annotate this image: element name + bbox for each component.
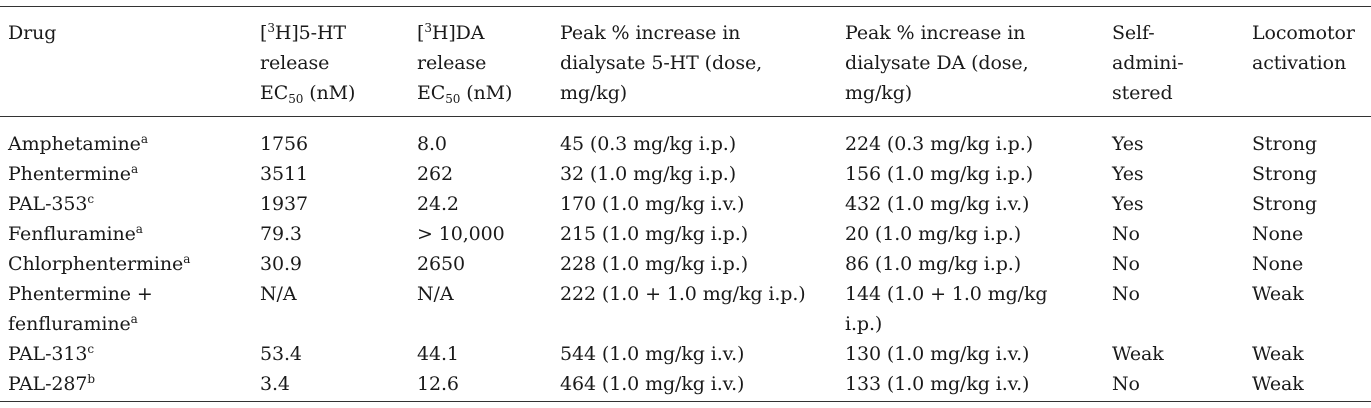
row-amphetamine-peak5ht: 45 (0.3 mg/kg i.p.) xyxy=(560,133,737,155)
row-amphetamine-loco: Strong xyxy=(1252,133,1317,155)
row-fenfluramine-5ht: 79.3 xyxy=(260,223,302,245)
row-combo-peakda: 144 (1.0 + 1.0 mg/kg i.p.) xyxy=(845,283,1048,335)
header-self-administered: Self- admini- stered xyxy=(1112,22,1184,104)
row-combo-peak5ht: 222 (1.0 + 1.0 mg/kg i.p.) xyxy=(560,283,806,305)
row-phentermine-5ht: 3511 xyxy=(260,163,308,185)
row-pal313-loco: Weak xyxy=(1252,343,1304,365)
row-pal287-5ht: 3.4 xyxy=(260,373,290,395)
row-fenfluramine-loco: None xyxy=(1252,223,1304,245)
row-fenfluramine-da: > 10,000 xyxy=(417,223,505,245)
row-pal353-drug: PAL-353c xyxy=(8,192,94,215)
header-drug: Drug xyxy=(8,22,57,44)
row-phentermine-peak5ht: 32 (1.0 mg/kg i.p.) xyxy=(560,163,737,185)
row-amphetamine-self: Yes xyxy=(1112,133,1144,155)
header-5ht-release: [3H]5-HT release EC50 (nM) xyxy=(260,21,356,106)
row-pal287-drug: PAL-287b xyxy=(8,372,95,395)
row-fenfluramine-drug: Fenfluraminea xyxy=(8,222,143,245)
row-pal353-self: Yes xyxy=(1112,193,1144,215)
row-pal313-drug: PAL-313c xyxy=(8,342,94,365)
row-pal353-peak5ht: 170 (1.0 mg/kg i.v.) xyxy=(560,193,745,215)
row-pal353-da: 24.2 xyxy=(417,193,459,215)
row-phentermine-self: Yes xyxy=(1112,163,1144,185)
row-combo-da: N/A xyxy=(417,283,454,305)
row-pal353-5ht: 1937 xyxy=(260,193,308,215)
bottom-rule xyxy=(0,401,1371,402)
row-phentermine-loco: Strong xyxy=(1252,163,1317,185)
row-pal313-da: 44.1 xyxy=(417,343,459,365)
header-rule xyxy=(0,116,1371,117)
row-combo-self: No xyxy=(1112,283,1140,305)
row-amphetamine-peakda: 224 (0.3 mg/kg i.p.) xyxy=(845,133,1034,155)
header-peak-5ht: Peak % increase in dialysate 5-HT (dose,… xyxy=(560,22,763,104)
row-phentermine-da: 262 xyxy=(417,163,453,185)
row-pal313-5ht: 53.4 xyxy=(260,343,302,365)
header-locomotor: Locomotor activation xyxy=(1252,22,1355,74)
row-chlorphentermine-peak5ht: 228 (1.0 mg/kg i.p.) xyxy=(560,253,749,275)
row-amphetamine-drug: Amphetaminea xyxy=(8,132,148,155)
row-amphetamine-5ht: 1756 xyxy=(260,133,308,155)
row-chlorphentermine-da: 2650 xyxy=(417,253,465,275)
row-amphetamine-da: 8.0 xyxy=(417,133,447,155)
header-da-release: [3H]DA release EC50 (nM) xyxy=(417,21,513,106)
row-chlorphentermine-peakda: 86 (1.0 mg/kg i.p.) xyxy=(845,253,1022,275)
header-peak-da: Peak % increase in dialysate DA (dose, m… xyxy=(845,22,1029,104)
row-fenfluramine-self: No xyxy=(1112,223,1140,245)
row-chlorphentermine-loco: None xyxy=(1252,253,1304,275)
row-fenfluramine-peakda: 20 (1.0 mg/kg i.p.) xyxy=(845,223,1022,245)
top-rule xyxy=(0,6,1371,7)
row-pal353-loco: Strong xyxy=(1252,193,1317,215)
row-pal287-self: No xyxy=(1112,373,1140,395)
row-pal287-loco: Weak xyxy=(1252,373,1304,395)
row-combo-drug: Phentermine + fenfluraminea xyxy=(8,283,153,335)
row-pal353-peakda: 432 (1.0 mg/kg i.v.) xyxy=(845,193,1030,215)
row-phentermine-peakda: 156 (1.0 mg/kg i.p.) xyxy=(845,163,1034,185)
row-pal313-self: Weak xyxy=(1112,343,1164,365)
row-fenfluramine-peak5ht: 215 (1.0 mg/kg i.p.) xyxy=(560,223,749,245)
row-pal287-peak5ht: 464 (1.0 mg/kg i.v.) xyxy=(560,373,745,395)
row-chlorphentermine-self: No xyxy=(1112,253,1140,275)
row-pal313-peak5ht: 544 (1.0 mg/kg i.v.) xyxy=(560,343,745,365)
row-pal313-peakda: 130 (1.0 mg/kg i.v.) xyxy=(845,343,1030,365)
row-chlorphentermine-5ht: 30.9 xyxy=(260,253,302,275)
row-combo-loco: Weak xyxy=(1252,283,1304,305)
row-pal287-da: 12.6 xyxy=(417,373,459,395)
row-chlorphentermine-drug: Chlorphenterminea xyxy=(8,252,191,275)
row-combo-5ht: N/A xyxy=(260,283,297,305)
row-phentermine-drug: Phenterminea xyxy=(8,162,139,185)
row-pal287-peakda: 133 (1.0 mg/kg i.v.) xyxy=(845,373,1030,395)
